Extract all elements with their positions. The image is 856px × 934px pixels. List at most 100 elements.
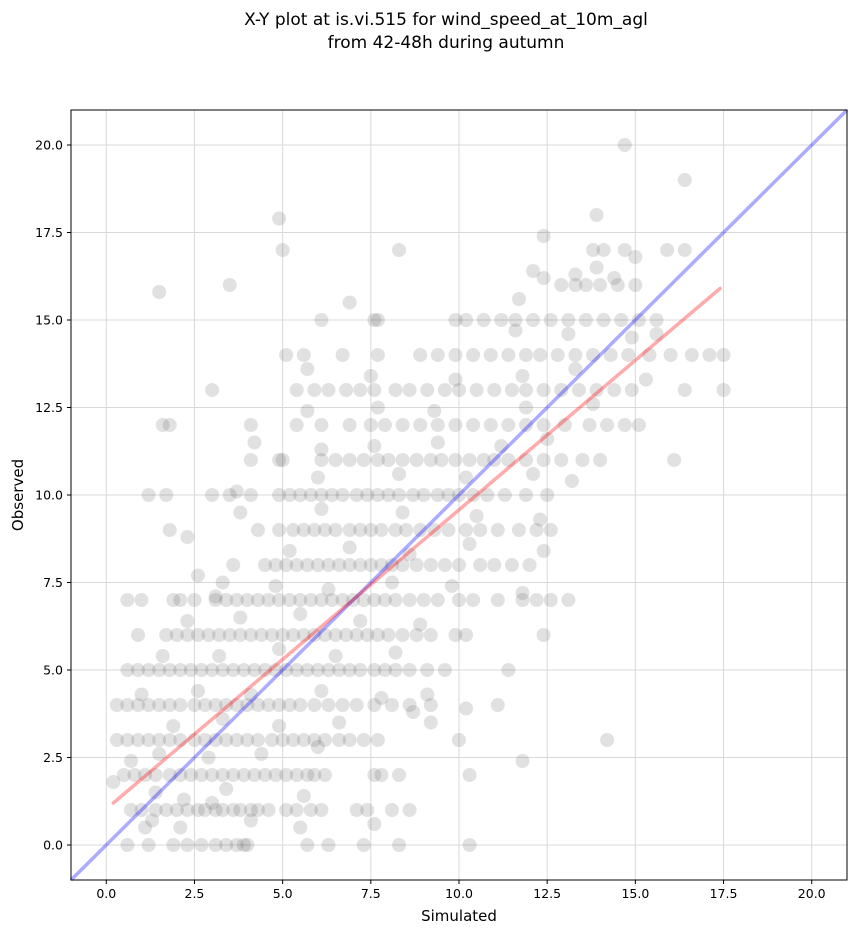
data-point [332,558,347,572]
data-point [293,607,308,621]
data-point [226,803,241,817]
data-point [173,593,188,607]
data-point [243,813,258,828]
data-point [141,733,156,747]
data-point [310,558,325,572]
data-point [536,453,551,467]
data-point [162,733,177,747]
data-point [141,488,156,502]
data-point [409,453,424,467]
data-point [190,803,205,817]
data-point [265,628,280,642]
data-point [402,803,417,817]
data-point [250,593,265,607]
data-point [533,348,548,362]
data-point [543,523,558,537]
data-point [370,628,385,642]
data-point [268,579,283,593]
data-point [120,593,135,607]
data-point [258,768,272,782]
chart-title-line-2: from 42-48h during autumn [328,33,565,53]
data-point [152,663,167,677]
data-point [388,663,403,677]
data-point [388,593,403,607]
data-point [624,383,639,397]
data-point [307,768,322,782]
data-point [229,733,244,747]
data-point [554,383,569,397]
data-point [360,628,375,642]
data-point [173,768,188,782]
data-point [243,628,258,642]
data-point [321,838,336,852]
data-point [152,285,167,299]
data-point [494,313,509,327]
data-point [420,663,435,677]
data-point [219,698,234,712]
data-point [519,453,534,467]
data-point [148,785,163,800]
data-point [529,593,544,607]
data-point [363,418,378,432]
data-point [501,418,516,432]
data-point [208,589,223,604]
data-point [381,628,396,642]
data-point [441,523,456,537]
data-point [603,348,618,362]
data-point [148,768,163,782]
data-point [155,649,170,663]
data-point [628,278,643,292]
data-point [335,593,350,607]
data-point [388,523,403,537]
data-point [229,698,244,712]
data-point [282,698,297,712]
data-point [677,173,692,187]
x-tick-label: 7.5 [361,886,381,901]
data-point [568,348,583,362]
data-point [272,719,287,733]
data-point [561,327,576,341]
data-point [254,747,269,761]
data-point [490,698,505,712]
data-point [215,768,230,782]
data-point [413,418,428,432]
data-point [487,558,502,572]
data-point [261,698,276,712]
data-point [152,733,167,747]
data-point [159,488,174,502]
data-point [459,628,474,642]
data-point [395,418,410,432]
data-point [353,558,368,572]
data-point [314,453,329,467]
data-point [138,820,153,835]
x-tick-label: 5.0 [273,886,293,901]
data-point [250,733,265,747]
data-point [342,295,357,310]
data-point [430,488,445,502]
y-axis-label: Observed [9,459,27,531]
data-point [198,803,213,817]
data-point [395,505,410,520]
data-point [120,663,135,677]
data-point [649,327,664,341]
data-point [279,803,294,817]
data-point [568,267,583,282]
data-point [279,663,294,677]
data-point [317,768,332,782]
data-point [367,593,382,607]
data-point [342,418,357,432]
data-point [279,768,294,782]
data-point [377,593,392,607]
data-point [250,803,265,817]
data-point [452,733,466,747]
data-point [536,229,551,243]
data-point [356,453,371,467]
data-point [462,838,477,852]
data-point [370,733,385,747]
data-point [236,768,251,782]
data-point [441,488,456,502]
data-point [321,698,336,712]
x-tick-label: 12.5 [533,886,561,901]
data-point [219,593,234,607]
data-point [190,684,205,698]
